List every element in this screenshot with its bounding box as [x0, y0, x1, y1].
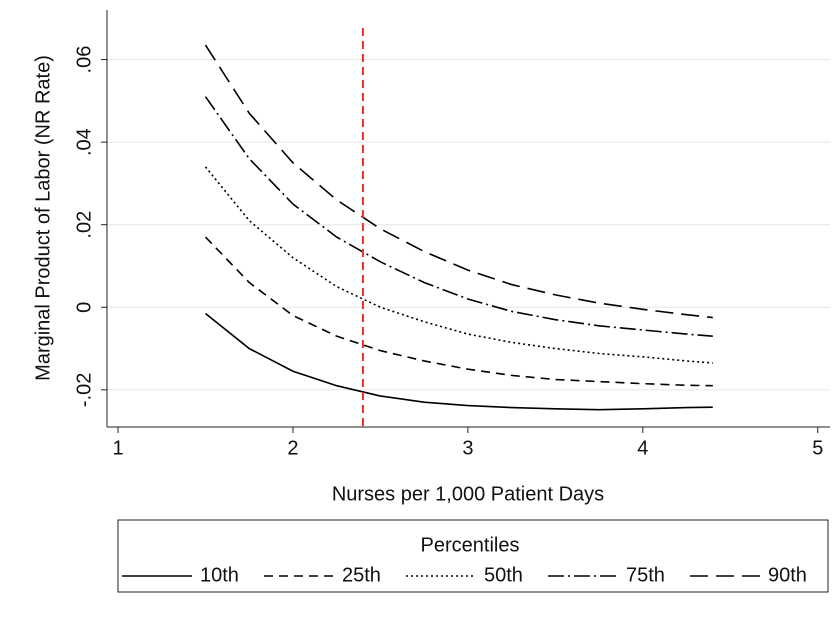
- legend-title: Percentiles: [421, 534, 520, 556]
- x-axis-label: Nurses per 1,000 Patient Days: [332, 483, 604, 505]
- series-line: [204, 44, 713, 319]
- y-tick-label: .02: [73, 211, 95, 239]
- y-tick-label: .04: [73, 128, 95, 156]
- series-line: [204, 96, 713, 337]
- legend-label: 75th: [626, 564, 665, 586]
- series-line: [204, 166, 713, 364]
- legend-label: 90th: [768, 564, 807, 586]
- y-tick-label: .06: [73, 46, 95, 74]
- legend-label: 25th: [342, 564, 381, 586]
- legend-label: 10th: [200, 564, 239, 586]
- legend-box: [117, 519, 829, 593]
- x-tick-label: 4: [637, 437, 648, 459]
- y-tick-label: -.02: [73, 373, 95, 407]
- x-tick-label: 5: [812, 437, 823, 459]
- x-tick-label: 3: [462, 437, 473, 459]
- y-axis-label: Marginal Product of Labor (NR Rate): [32, 55, 54, 381]
- series-line: [204, 236, 713, 387]
- legend-label: 50th: [484, 564, 523, 586]
- x-tick-label: 1: [112, 437, 123, 459]
- x-tick-label: 2: [287, 437, 298, 459]
- series-line: [204, 312, 713, 411]
- y-tick-label: 0: [73, 302, 95, 313]
